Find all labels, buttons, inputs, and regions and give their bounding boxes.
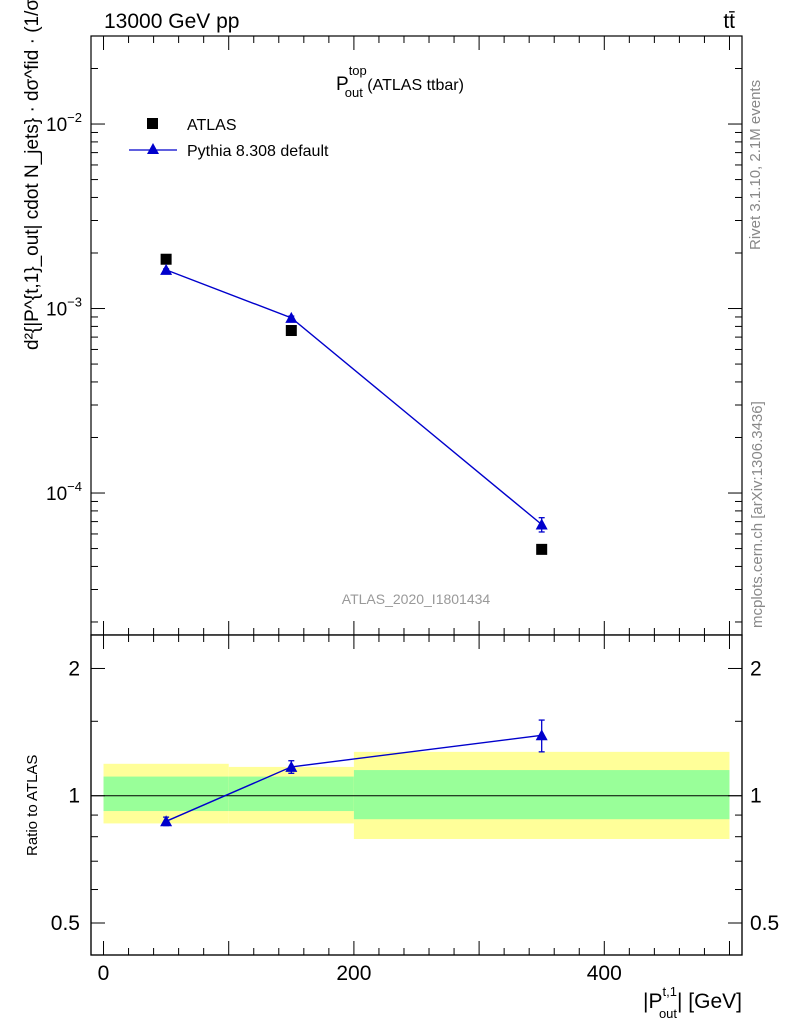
ratio-y-tick-label-right: 1 <box>750 785 762 808</box>
x-axis-label-pre: |P <box>643 990 662 1013</box>
x-axis-label-sup: t,1 <box>662 984 676 999</box>
process-label: tt̄ <box>723 10 735 33</box>
main-panel-frame <box>90 35 743 636</box>
rivet-version-label: Rivet 3.1.10, 2.1M events <box>747 80 764 250</box>
pythia-data-point <box>285 311 298 323</box>
ratio-y-tick-label-left: 2 <box>68 657 80 680</box>
plot-title-rest: (ATLAS ttbar) <box>363 77 464 94</box>
main-y-tick-label-base: 10 <box>46 300 67 321</box>
analysis-id-label: ATLAS_2020_I1801434 <box>342 591 491 607</box>
legend-atlas-label: ATLAS <box>187 117 237 134</box>
main-y-tick-label-base: 10 <box>46 115 67 136</box>
ratio-band-inner <box>103 776 229 812</box>
main-y-axis-label-text: d²{|P^{t,1}_out| cdot N_jets} · dσ^fid ·… <box>22 0 43 350</box>
ratio-marks <box>160 719 548 827</box>
ratio-y-ticks: 0.5 0.5 1 1 2 2 <box>51 657 779 935</box>
ratio-x-tick-label: 200 <box>336 962 371 985</box>
main-y-ticks: 10−210−310−4 <box>46 35 742 623</box>
legend: ATLAS Pythia 8.308 default <box>129 117 329 160</box>
main-panel: 10−210−310−4 <box>46 35 743 636</box>
ratio-x-tick-label: 400 <box>587 962 622 985</box>
energy-label: 13000 GeV pp <box>104 10 239 33</box>
ratio-x-tick-label: 0 <box>98 962 110 985</box>
main-y-tick-label: 10−2 <box>46 110 82 136</box>
ratio-pythia-point <box>160 815 173 827</box>
x-axis-label-sub: out <box>659 1006 677 1021</box>
ratio-band-inner <box>228 776 354 812</box>
plot-title-sub: out <box>345 85 363 100</box>
ratio-y-tick-label-right: 0.5 <box>750 912 779 935</box>
legend-atlas-marker <box>147 118 158 129</box>
main-y-tick-label-exp: −4 <box>67 479 82 494</box>
main-x-ticks <box>103 36 730 635</box>
plot-title: Ptop out (ATLAS ttbar) <box>336 63 464 100</box>
legend-pythia-marker <box>147 143 159 154</box>
main-marks <box>160 253 548 555</box>
atlas-data-point <box>536 543 548 555</box>
main-y-tick-label: 10−3 <box>46 295 82 321</box>
ratio-x-ticks: 0 200 400 <box>98 635 730 985</box>
x-axis-label: |Pt,1 out| [GeV] <box>643 984 742 1021</box>
atlas-data-point <box>160 253 172 265</box>
main-y-axis-label: d²{|P^{t,1}_out| cdot N_jets} · dσ^fid ·… <box>22 0 43 350</box>
ratio-y-tick-label-left: 1 <box>68 785 80 808</box>
plot-title-main: P <box>336 74 349 95</box>
ratio-panel: 0.5 0.5 1 1 2 2 0 200 400 <box>51 634 779 985</box>
legend-pythia-label: Pythia 8.308 default <box>187 143 329 160</box>
x-axis-label-post: | [GeV] <box>677 990 742 1013</box>
main-y-tick-label-exp: −3 <box>67 295 82 310</box>
pythia-data-point <box>160 263 173 275</box>
ratio-pythia-point <box>535 729 548 741</box>
main-y-tick-label: 10−4 <box>46 479 82 505</box>
atlas-data-point <box>285 325 297 337</box>
mcplots-label: mcplots.cern.ch [arXiv:1306.3436] <box>749 401 766 628</box>
main-y-tick-label-base: 10 <box>46 484 67 505</box>
plot-title-sup: top <box>349 63 367 78</box>
ratio-y-tick-label-right: 2 <box>750 657 762 680</box>
pythia-data-point <box>535 518 548 530</box>
ratio-panel-border <box>90 634 743 956</box>
ratio-band-inner <box>353 770 730 820</box>
ratio-y-axis-label: Ratio to ATLAS <box>24 755 41 856</box>
ratio-pythia-point <box>285 760 298 772</box>
ratio-y-tick-label-left: 0.5 <box>51 912 80 935</box>
main-y-tick-label-exp: −2 <box>67 110 82 125</box>
